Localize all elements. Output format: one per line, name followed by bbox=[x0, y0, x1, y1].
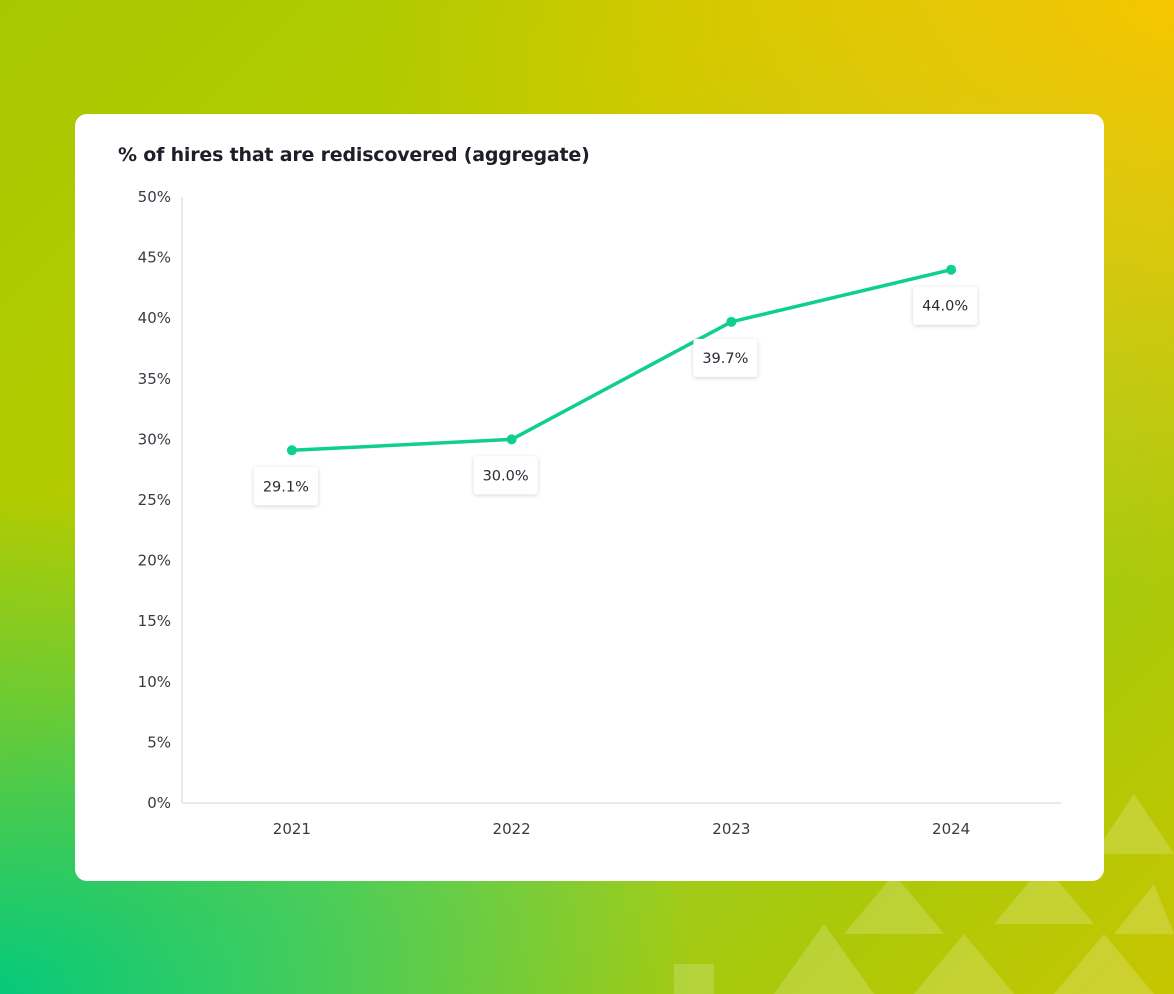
y-tick-label: 35% bbox=[138, 370, 171, 388]
data-point bbox=[286, 445, 297, 456]
line-chart: 0% 5% 10% 15% 20% 25% 30% 35% 40% 45% 50% 2021 2022 2… bbox=[138, 188, 1061, 838]
y-tick-label: 0% bbox=[147, 794, 171, 812]
chart-card: % of hires that are rediscovered (aggreg… bbox=[75, 114, 1104, 881]
y-tick-label: 15% bbox=[138, 612, 171, 630]
data-point bbox=[726, 316, 737, 327]
data-label-box bbox=[473, 456, 538, 495]
data-label: 29.1% bbox=[263, 479, 309, 495]
data-label-box bbox=[253, 467, 318, 506]
series-line bbox=[290, 267, 953, 453]
y-tick-label: 30% bbox=[138, 430, 171, 448]
y-tick-label: 45% bbox=[138, 249, 171, 267]
y-tick-label: 40% bbox=[138, 309, 171, 327]
data-label: 44.0% bbox=[922, 299, 968, 315]
data-point bbox=[946, 264, 957, 275]
data-label-box bbox=[913, 286, 978, 325]
data-label: 30.0% bbox=[483, 468, 529, 484]
background-pattern bbox=[674, 794, 1174, 994]
x-tick-label: 2022 bbox=[493, 820, 531, 838]
x-tick-label: 2023 bbox=[712, 820, 750, 838]
x-tick-label: 2021 bbox=[273, 820, 311, 838]
chart-title: % of hires that are rediscovered (aggreg… bbox=[118, 144, 590, 166]
y-tick-label: 20% bbox=[138, 552, 171, 570]
y-tick-label: 50% bbox=[138, 188, 171, 206]
y-tick-label: 25% bbox=[138, 491, 171, 509]
data-label-box bbox=[693, 338, 758, 377]
data-label: 39.7% bbox=[702, 351, 748, 367]
y-tick-label: 10% bbox=[138, 673, 171, 691]
x-tick-label: 2024 bbox=[932, 820, 970, 838]
y-tick-label: 5% bbox=[147, 733, 171, 751]
data-point bbox=[506, 434, 517, 445]
